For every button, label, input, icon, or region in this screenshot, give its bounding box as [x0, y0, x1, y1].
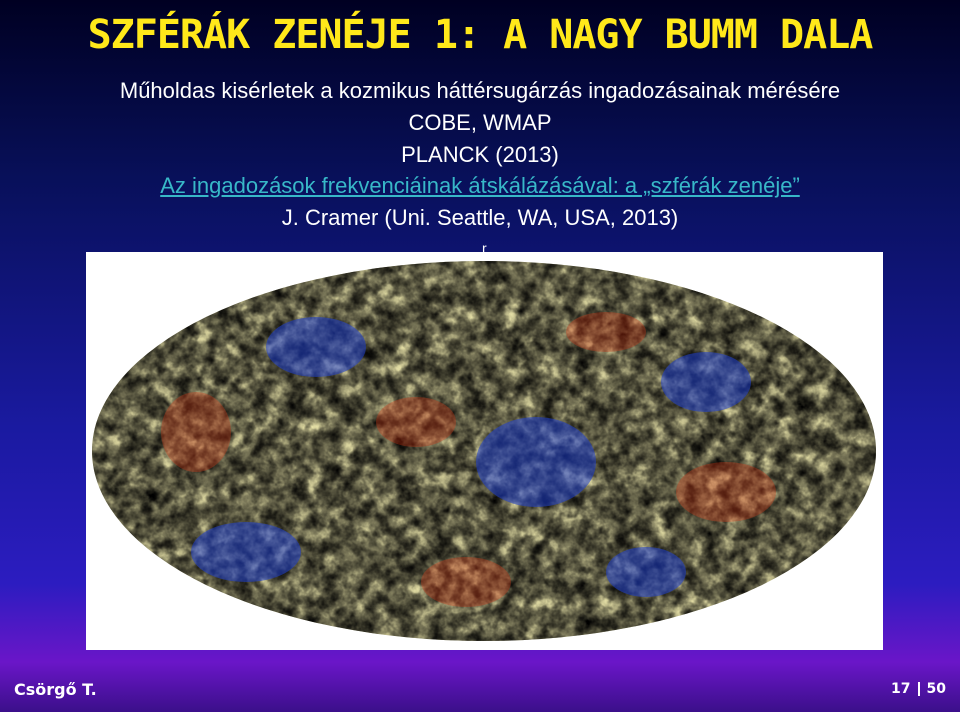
subtitle-line-2: COBE, WMAP: [408, 110, 552, 135]
author-name: Csörgő T.: [14, 680, 97, 699]
subtitle-line-1: Műholdas kisérletek a kozmikus háttérsug…: [119, 78, 841, 103]
stray-character: r: [482, 240, 487, 256]
page-current: 17: [891, 681, 911, 697]
subtitle-line-3: PLANCK (2013): [401, 142, 559, 167]
page-separator: [917, 682, 920, 696]
credit-line: J. Cramer (Uni. Seattle, WA, USA, 2013): [281, 205, 679, 230]
cmb-sky-map-image: [86, 252, 883, 650]
cmb-map-svg: [92, 261, 876, 641]
page-total: 50: [926, 681, 946, 697]
slide-title: SZFÉRÁK ZENÉJE 1: A NAGY BUMM DALA: [87, 12, 874, 58]
music-of-spheres-link[interactable]: Az ingadozások frekvenciáinak átskálázás…: [160, 173, 800, 198]
page-indicator: 17 50: [891, 681, 946, 697]
